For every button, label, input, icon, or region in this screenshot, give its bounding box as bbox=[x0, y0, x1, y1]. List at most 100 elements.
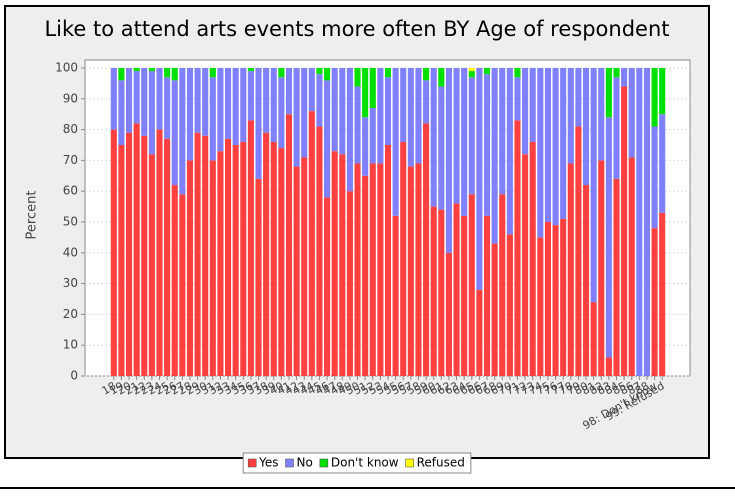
bar-segment bbox=[575, 68, 582, 127]
bar-segment bbox=[514, 68, 521, 78]
legend-box bbox=[242, 452, 472, 474]
bar-segment bbox=[476, 289, 483, 376]
x-tick-label: 39 bbox=[260, 379, 279, 397]
bar-segment bbox=[316, 126, 323, 377]
bar-segment bbox=[407, 166, 414, 376]
bar-segment bbox=[186, 160, 194, 376]
bar-segment bbox=[415, 68, 422, 164]
bar-segment bbox=[605, 357, 612, 376]
bar-segment bbox=[141, 135, 148, 376]
bar-segment bbox=[346, 191, 353, 376]
legend-swatch bbox=[285, 458, 294, 468]
bar-segment bbox=[438, 209, 445, 376]
bar-segment bbox=[125, 132, 133, 376]
x-tick-label: 77 bbox=[549, 379, 568, 397]
bar-segment bbox=[270, 68, 277, 142]
bar-segment bbox=[590, 68, 597, 303]
legend: Yes No Don't know Refused bbox=[242, 452, 472, 474]
x-tick-label: 38 bbox=[252, 379, 271, 397]
bar-segment bbox=[598, 160, 605, 376]
bar-segment bbox=[499, 68, 506, 195]
x-tick-label: 62 bbox=[435, 379, 454, 397]
x-tick-label: 37 bbox=[244, 379, 263, 397]
bar-segment bbox=[560, 68, 567, 219]
bar-segment bbox=[628, 157, 635, 376]
x-tick-label: 46 bbox=[313, 379, 332, 397]
bar-segment bbox=[301, 157, 308, 376]
y-tick-label: 80 bbox=[63, 122, 78, 136]
bar-segment bbox=[430, 206, 437, 376]
x-tick-label: 74 bbox=[526, 379, 545, 397]
x-tick-label: 58 bbox=[404, 379, 423, 397]
x-tick-label: 36 bbox=[237, 379, 256, 397]
bar-segment bbox=[423, 80, 430, 124]
bar-segment bbox=[582, 68, 590, 186]
bar-segment bbox=[369, 163, 376, 376]
bar-segment bbox=[514, 77, 521, 121]
x-tick-label: 31 bbox=[199, 379, 218, 397]
x-tick-label: 76 bbox=[541, 379, 560, 397]
bar-segment bbox=[384, 145, 392, 376]
x-tick-label: 80 bbox=[572, 379, 591, 397]
bar-segment bbox=[354, 163, 361, 376]
bar-segment bbox=[506, 68, 513, 235]
bar-segment bbox=[209, 160, 216, 376]
bar-segment bbox=[171, 80, 178, 186]
x-tick-label: 67 bbox=[473, 379, 492, 397]
legend-label: Refused bbox=[417, 456, 465, 470]
bar-segment bbox=[384, 77, 392, 145]
bar-segment bbox=[567, 163, 574, 376]
bar-segment bbox=[118, 68, 125, 81]
x-tick-label: 78 bbox=[557, 379, 576, 397]
bar-segment bbox=[232, 145, 239, 376]
x-tick-label: 75 bbox=[534, 379, 553, 397]
bar-segment bbox=[461, 68, 468, 216]
bar-segment bbox=[537, 237, 544, 376]
x-tick-label: 49 bbox=[336, 379, 355, 397]
bar-segment bbox=[560, 218, 567, 376]
bar-segment bbox=[133, 71, 140, 124]
bar-segment bbox=[293, 68, 300, 167]
bar-segment bbox=[331, 68, 338, 152]
bar-segment bbox=[255, 178, 262, 376]
x-tick-label: 50 bbox=[343, 379, 362, 397]
bar-segment bbox=[392, 215, 399, 376]
x-tick-label: 28 bbox=[176, 379, 195, 397]
x-tick-label: 43 bbox=[290, 379, 309, 397]
bar-segment bbox=[659, 68, 666, 115]
bar-segment bbox=[278, 77, 285, 149]
bar-segment bbox=[263, 132, 270, 376]
bar-segment bbox=[544, 68, 551, 222]
bar-segment bbox=[575, 126, 582, 377]
bar-segment bbox=[141, 68, 148, 136]
bar-segment bbox=[621, 68, 628, 87]
bar-segment bbox=[483, 68, 491, 75]
chart-title: Like to attend arts events more often BY… bbox=[44, 17, 669, 41]
bar-segment bbox=[400, 68, 407, 142]
bar-segment bbox=[438, 68, 445, 87]
bar-segment bbox=[186, 68, 194, 161]
x-tick-label: 22 bbox=[130, 379, 149, 397]
x-tick-label: 59 bbox=[412, 379, 431, 397]
bar-segment bbox=[209, 77, 216, 161]
bar-segment bbox=[133, 68, 140, 72]
y-tick-label: 20 bbox=[63, 307, 78, 321]
bar-segment bbox=[468, 68, 475, 72]
legend-label: Don't know bbox=[331, 456, 399, 470]
x-tick-label: 47 bbox=[321, 379, 340, 397]
legend-swatch bbox=[405, 458, 414, 468]
x-tick-label: 85 bbox=[610, 379, 629, 397]
bar-segment bbox=[453, 68, 460, 204]
bar-segment bbox=[491, 243, 498, 376]
x-tick-label: 45 bbox=[305, 379, 324, 397]
bar-segment bbox=[285, 114, 293, 376]
bar-segment bbox=[148, 154, 155, 376]
bar-segment bbox=[522, 68, 529, 155]
x-tick-label: 30 bbox=[191, 379, 210, 397]
bar-segment bbox=[179, 68, 186, 195]
bar-segment bbox=[247, 120, 254, 376]
bar-segment bbox=[110, 68, 117, 130]
bar-segment bbox=[636, 68, 643, 376]
bar-segment bbox=[483, 74, 491, 216]
bar-segment bbox=[339, 154, 346, 376]
